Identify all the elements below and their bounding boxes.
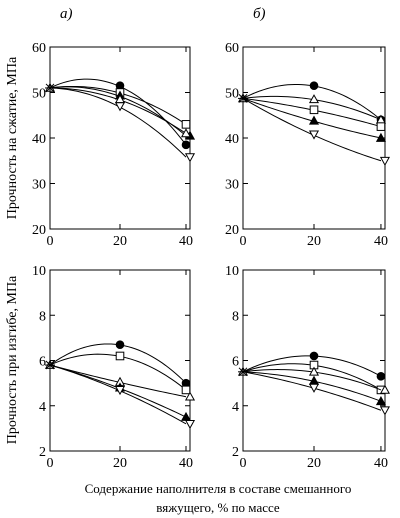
series-triangle-down-open [242,371,390,416]
series-triangle-down-open [49,87,196,163]
data-point [308,383,320,393]
series-triangle-down-open [242,97,390,166]
series-triangle-down-open [49,364,196,430]
panel-4: 2 4 6 8 10 0 20 40 [225,264,390,471]
series-triangle-filled [49,86,196,140]
origin-point [45,360,55,371]
y-tick-label: 50 [32,87,46,102]
data-point [308,130,320,140]
y-tick-label: 20 [32,223,46,238]
data-point [181,120,191,129]
origin-point [238,93,248,104]
series-square-open [242,97,386,131]
y-tick-label: 2 [39,445,46,460]
origin-stroke [238,367,248,377]
panel-label: а) [60,6,73,22]
series-line [49,343,187,384]
data-point [184,419,196,430]
y-tick-label: 50 [225,87,239,102]
y-tick-label: 4 [232,400,239,415]
series-triangle-open [49,87,192,138]
x-tick-label: 20 [113,234,127,249]
x-tick-label: 0 [47,234,54,249]
x-tick-label: 0 [47,456,54,471]
origin-stroke [45,83,55,93]
y-tick-label: 30 [32,178,46,193]
x-axis-label-line-1: Содержание наполнителя в составе смешанн… [85,481,352,496]
y-tick-label: 60 [225,41,239,56]
y-tick-label: 2 [232,445,239,460]
y-tick-label: 8 [39,309,46,324]
x-tick-label: 0 [240,456,247,471]
panel-label: б) [253,6,266,22]
y-tick-label: 6 [39,355,46,370]
data-point [115,340,125,349]
data-point [114,102,126,112]
y-tick-label: 8 [232,309,239,324]
data-point [309,81,319,90]
data-point [181,140,191,150]
series-square-open [49,351,191,395]
series-triangle-filled [242,371,386,406]
x-axis-label-line-2: вяжущего, % по массе [156,500,280,515]
y-tick-label: 30 [225,178,239,193]
series-triangle-open [242,366,390,394]
data-point [115,351,125,361]
x-tick-label: 40 [374,234,388,249]
x-tick-label: 40 [374,456,388,471]
x-tick-label: 40 [179,234,193,249]
y-tick-label: 10 [225,264,239,279]
x-tick-label: 20 [113,456,127,471]
data-point [114,386,126,396]
plot-frame [242,269,386,452]
data-point [308,366,320,376]
data-point [181,385,191,395]
data-point [375,132,386,142]
series-triangle-open [49,364,196,401]
data-point [180,128,192,138]
data-point [308,94,320,104]
y-tick-label: 60 [32,41,46,56]
y-tick-label: 40 [225,132,239,147]
panel-3: 2 4 6 8 10 0 20 40 Прочность при изгибе, МПа [5,264,196,471]
plot-frame [49,46,191,230]
data-point [309,351,319,361]
data-point [376,372,386,381]
data-point [308,115,320,125]
y-axis-label: Прочность на сжатие, МПа [5,56,20,219]
y-tick-label: 6 [232,355,239,370]
y-axis-label: Прочность при изгибе, МПа [5,275,20,444]
data-point [379,384,390,394]
y-tick-label: 40 [32,132,46,147]
data-point [376,122,386,131]
x-tick-label: 20 [307,234,321,249]
data-point [180,411,192,421]
y-tick-label: 4 [39,400,46,415]
series-triangle-filled [242,97,386,142]
x-tick-label: 20 [307,456,321,471]
origin-point [45,82,55,93]
origin-point [238,366,248,377]
data-point [184,153,196,163]
y-tick-label: 10 [32,264,46,279]
x-tick-label: 40 [179,456,193,471]
data-point [375,395,386,406]
data-point [309,105,319,115]
data-point [379,156,390,166]
data-point [184,391,196,401]
origin-stroke [238,94,248,103]
series-circle-filled [44,340,191,388]
series-line [242,371,382,411]
plot-frame [49,269,191,452]
series-triangle-open [242,94,386,124]
series-line [49,364,187,425]
data-point [379,406,390,416]
x-tick-label: 0 [240,234,247,249]
origin-stroke [45,360,55,370]
y-tick-label: 20 [225,223,239,238]
